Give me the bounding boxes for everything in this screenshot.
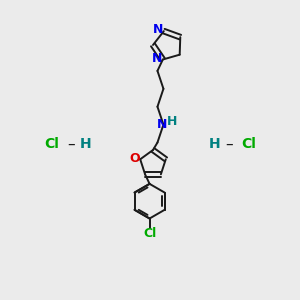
Text: H: H xyxy=(208,137,220,151)
Text: Cl: Cl xyxy=(44,137,59,151)
Text: Cl: Cl xyxy=(143,227,156,240)
Text: –: – xyxy=(67,136,75,152)
Text: Cl: Cl xyxy=(241,137,256,151)
Text: N: N xyxy=(153,23,164,36)
Text: H: H xyxy=(167,115,177,128)
Text: H: H xyxy=(80,137,92,151)
Text: –: – xyxy=(225,136,233,152)
Text: N: N xyxy=(157,118,167,130)
Text: N: N xyxy=(152,52,163,65)
Text: O: O xyxy=(129,152,140,165)
